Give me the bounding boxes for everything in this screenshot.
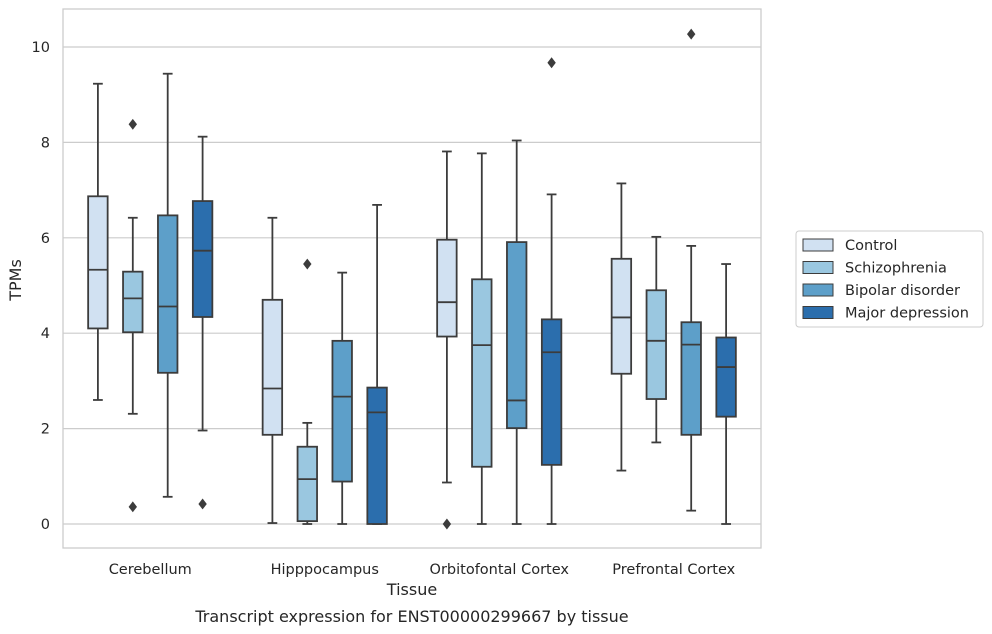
box-0-2 (157, 72, 179, 498)
outlier-point (128, 118, 137, 130)
box-iqr (87, 195, 109, 330)
box-1-3 (366, 203, 388, 525)
box-iqr (296, 445, 318, 523)
box-2-3 (540, 57, 563, 525)
box-3-1 (645, 235, 667, 444)
y-tick-label: 0 (41, 517, 50, 533)
box-2-2 (506, 139, 528, 525)
y-axis-label: TPMs (6, 259, 25, 302)
box-3-0 (610, 182, 633, 472)
y-tick-label: 10 (32, 40, 50, 56)
legend-label: Major depression (845, 306, 969, 322)
box-iqr (331, 339, 353, 483)
outlier-point (128, 501, 137, 513)
legend-label: Bipolar disorder (845, 283, 960, 299)
gridlines (63, 46, 761, 525)
x-tick-label: Cerebellum (109, 562, 192, 578)
outlier-point (198, 498, 207, 510)
box-0-0 (87, 82, 109, 401)
box-3-3 (715, 263, 737, 525)
x-tick-label: Hipppocampus (271, 562, 379, 578)
box-1-2 (331, 271, 353, 525)
outlier-point (442, 518, 452, 530)
chart-title: Transcript expression for ENST0000029966… (194, 607, 628, 626)
legend-swatch (802, 283, 834, 297)
legend-label: Schizophrenia (845, 261, 947, 277)
legend-frame (795, 230, 984, 328)
y-tick-label: 8 (41, 135, 50, 151)
box-iqr (157, 214, 179, 374)
box-0-1 (122, 118, 144, 513)
box-0-3 (191, 135, 214, 510)
box-iqr (506, 241, 528, 430)
x-tick-labels: Cerebellum Hipppocampus Orbitofontal Corte… (109, 562, 736, 578)
box-iqr (715, 336, 737, 418)
box-iqr (191, 200, 214, 318)
y-tick-labels: 0 2 4 6 8 10 (32, 40, 50, 533)
outlier-point (303, 258, 312, 270)
box-iqr (261, 298, 284, 436)
legend-label: Control (845, 238, 897, 254)
box-2-0 (436, 150, 458, 530)
plot-frame (62, 8, 762, 549)
legend-swatch (802, 261, 834, 274)
box-iqr (680, 321, 702, 436)
box-2-1 (471, 152, 493, 525)
outlier-point (547, 57, 556, 69)
box-iqr (610, 257, 633, 375)
x-axis-label: Tissue (386, 580, 437, 599)
legend-swatch (802, 306, 834, 319)
y-tick-label: 4 (41, 326, 50, 342)
y-tick-label: 6 (41, 231, 50, 247)
box-iqr (122, 270, 144, 334)
legend: Control Schizophrenia Bipolar disorder Majo… (795, 230, 984, 328)
box-iqr (471, 278, 493, 468)
box-iqr (436, 238, 458, 338)
box-1-1 (296, 258, 318, 525)
box-1-0 (261, 216, 284, 524)
outlier-point (687, 28, 696, 40)
legend-swatch (802, 238, 834, 252)
x-tick-label: Prefrontal Cortex (612, 562, 735, 578)
box-groups (87, 28, 737, 530)
box-3-2 (680, 28, 702, 512)
y-tick-label: 2 (41, 422, 50, 438)
box-iqr (645, 289, 667, 400)
x-tick-label: Orbitofontal Cortex (430, 562, 570, 578)
box-iqr (366, 386, 388, 525)
box-iqr (540, 318, 563, 466)
